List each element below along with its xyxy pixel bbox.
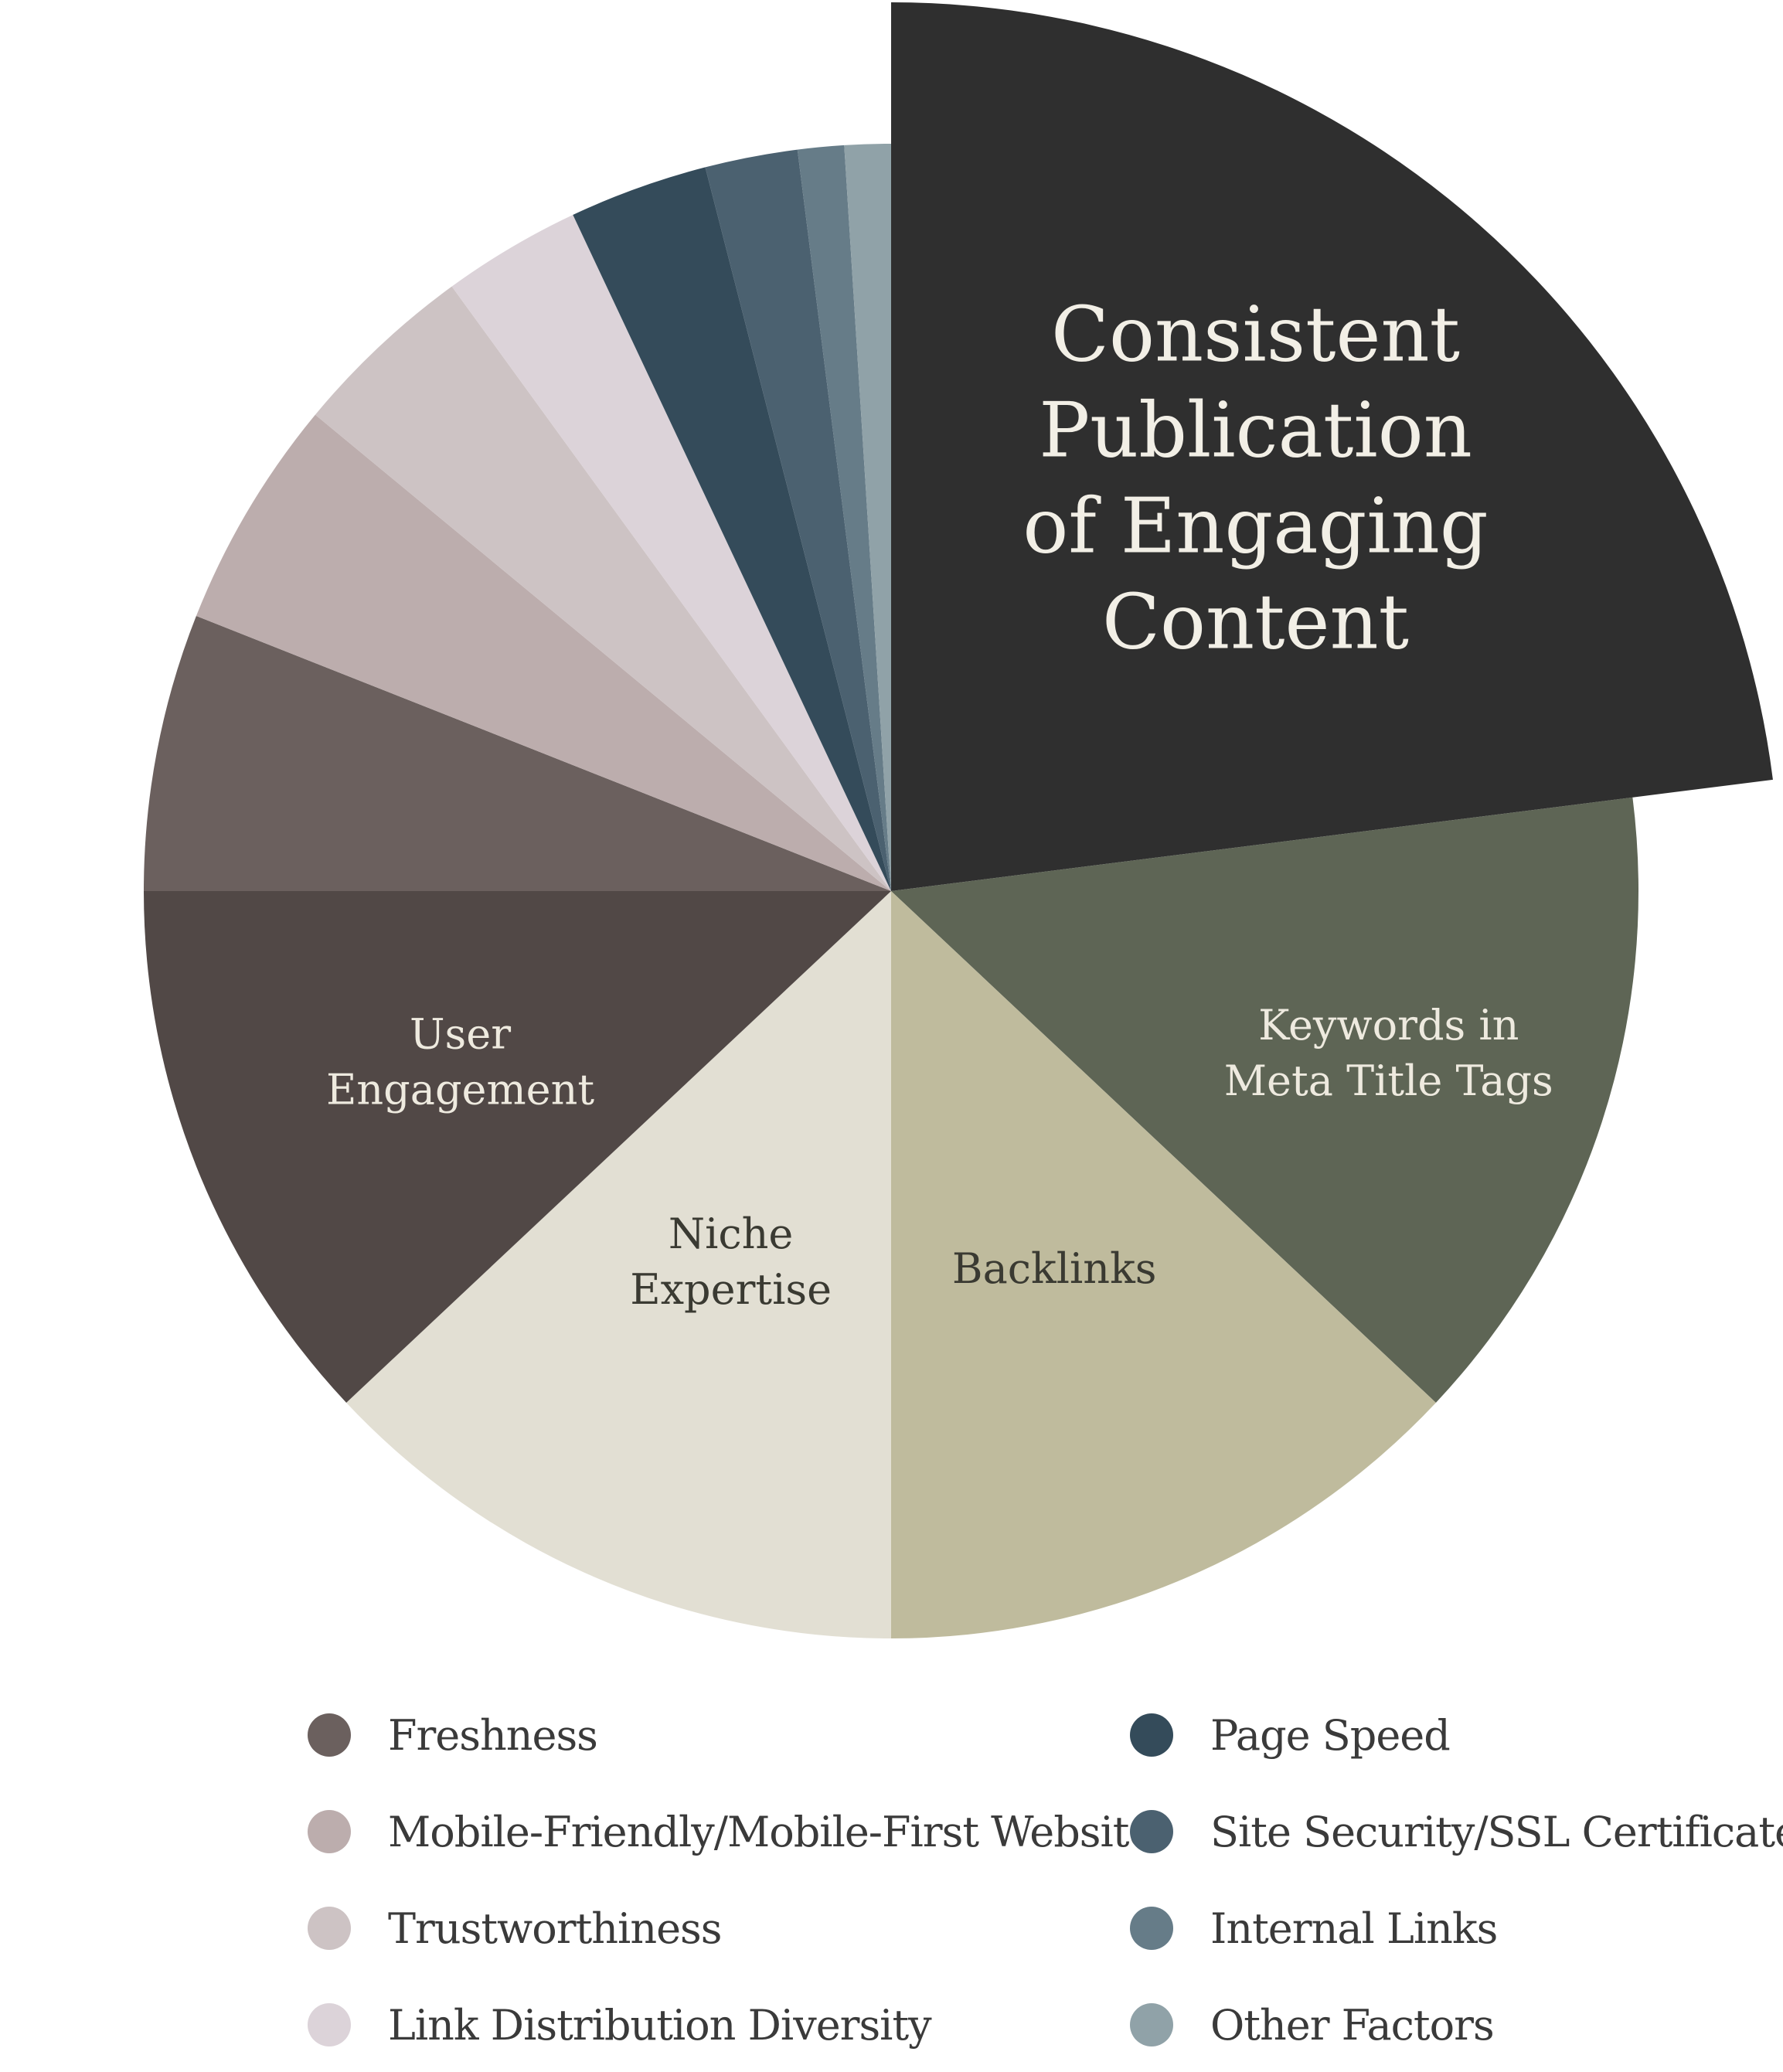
legend: Freshness Mobile-Friendly/Mobile-First W… (0, 1710, 1783, 2072)
pie-slice-label-line: Expertise (630, 1265, 832, 1314)
legend-swatch (308, 1713, 351, 1757)
legend-label: Internal Links (1210, 1904, 1498, 1953)
pie-slice-label-line: Publication (1039, 386, 1472, 475)
legend-label: Mobile-Friendly/Mobile-First Website (388, 1807, 1153, 1856)
legend-label: Other Factors (1210, 2000, 1495, 2050)
pie-slice-label-line: Content (1102, 578, 1409, 666)
pie-slice-keywords-in-meta-title-tags (891, 797, 1639, 1403)
legend-swatch (1130, 1713, 1173, 1757)
pie-slice-label-line: Engagement (326, 1066, 594, 1114)
legend-swatch (1130, 1810, 1173, 1853)
pie-slice-consistent-publication-of-engaging-content (891, 2, 1773, 891)
legend-item-site-security: Site Security/SSL Certificate (1130, 1807, 1783, 1856)
legend-item-other-factors: Other Factors (1130, 2000, 1495, 2050)
pie-slice-label-niche-expertise: Niche Expertise (630, 1210, 832, 1314)
pie-slice-backlinks (891, 891, 1436, 1638)
pie-slice-niche-expertise (346, 891, 891, 1638)
legend-swatch (308, 1810, 351, 1853)
legend-label: Trustworthiness (388, 1904, 722, 1953)
pie-slice-other-factors (844, 144, 891, 891)
pie-slice-user-engagement (144, 891, 891, 1403)
pie-slice-label-backlinks: Backlinks (952, 1244, 1157, 1293)
legend-item-freshness: Freshness (308, 1710, 598, 1760)
legend-swatch (308, 1907, 351, 1950)
pie-slice-labels: Consistent Publication of Engaging Content K… (326, 291, 1553, 1314)
pie-slice-site-security-ssl-certificate (705, 149, 891, 892)
pie-slice-label-line: Meta Title Tags (1224, 1056, 1553, 1105)
legend-label: Page Speed (1210, 1710, 1451, 1760)
legend-item-link-distribution-diversity: Link Distribution Diversity (308, 2000, 932, 2050)
legend-swatch (1130, 2003, 1173, 2046)
legend-label: Site Security/SSL Certificate (1210, 1807, 1783, 1856)
pie-slice-label-line: Niche (669, 1210, 794, 1258)
pie-slice-link-distribution-diversity (451, 215, 891, 891)
pie-slice-internal-links (797, 145, 891, 892)
pie-slice-label-line: Backlinks (952, 1244, 1157, 1293)
legend-label: Freshness (388, 1710, 598, 1760)
legend-swatch (308, 2003, 351, 2046)
pie-slice-label-consistent-publication-of-engaging-content: Consistent Publication of Engaging Content (1023, 291, 1488, 666)
pie-slice-label-keywords-in-meta-title-tags: Keywords in Meta Title Tags (1224, 1001, 1553, 1105)
pie-slice-label-line: Consistent (1051, 291, 1460, 379)
pie-slice-trustworthiness (315, 286, 891, 892)
pie-slice-page-speed (573, 167, 891, 892)
pie-slice-freshness (144, 616, 891, 891)
legend-item-page-speed: Page Speed (1130, 1710, 1451, 1760)
pie-slices (144, 2, 1773, 1638)
pie-slice-mobile-friendly-mobile-first-website (196, 414, 892, 891)
legend-swatch (1130, 1907, 1173, 1950)
pie-slice-label-line: of Engaging (1023, 482, 1488, 570)
pie-chart: Consistent Publication of Engaging Content K… (144, 2, 1773, 1638)
pie-slice-label-user-engagement: User Engagement (326, 1010, 594, 1114)
legend-label: Link Distribution Diversity (388, 2000, 932, 2050)
legend-item-trustworthiness: Trustworthiness (308, 1904, 722, 1953)
legend-item-mobile-friendly: Mobile-Friendly/Mobile-First Website (308, 1807, 1153, 1856)
pie-slice-label-line: User (410, 1010, 511, 1059)
legend-item-internal-links: Internal Links (1130, 1904, 1498, 1953)
pie-slice-label-line: Keywords in (1258, 1001, 1519, 1050)
